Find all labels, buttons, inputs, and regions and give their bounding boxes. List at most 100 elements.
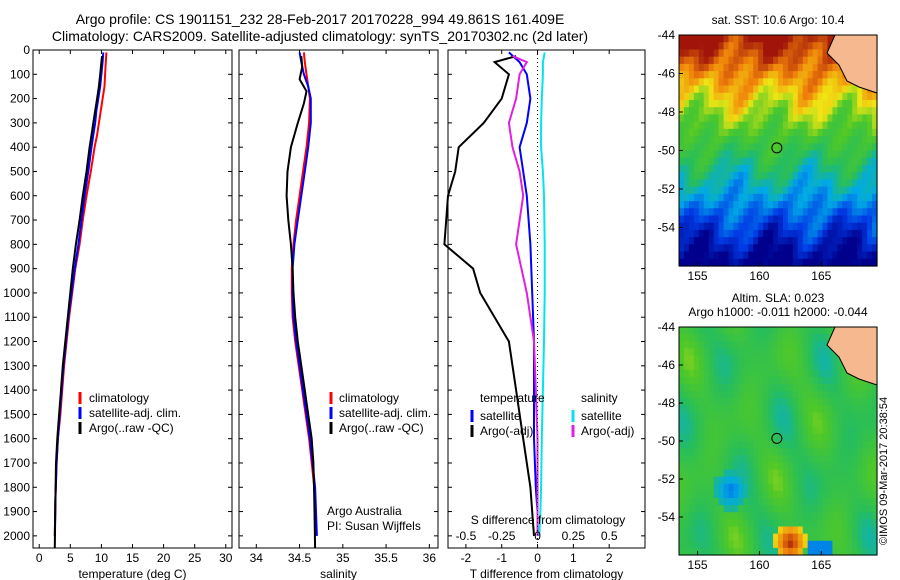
map-cell [703, 164, 710, 173]
map-cell [698, 258, 705, 267]
map-cell [862, 193, 868, 202]
map-cell [723, 150, 730, 159]
map-cell [792, 441, 799, 449]
map-cell [758, 208, 764, 217]
map-cell [862, 244, 868, 253]
map-cell [698, 398, 705, 406]
map-cell [797, 35, 804, 43]
map-cell [708, 237, 715, 245]
map-cell [728, 526, 735, 535]
map-cell [713, 412, 720, 421]
map-cell [867, 412, 873, 421]
map-cell [802, 362, 809, 371]
map-cell [787, 526, 794, 535]
map-cell [792, 157, 799, 166]
map-cell [693, 114, 700, 123]
map-cell [733, 136, 739, 144]
map-cell [807, 540, 814, 549]
map-cell [778, 462, 784, 471]
map-cell [753, 49, 759, 58]
map-cell [728, 114, 735, 123]
map-cell [802, 49, 809, 58]
map-cell [738, 547, 744, 556]
map-cell [758, 107, 764, 116]
map-cell [773, 519, 779, 528]
map-cell [867, 215, 873, 224]
map-cell [703, 327, 710, 335]
map-cell [827, 533, 834, 542]
map-cell [703, 136, 710, 144]
map-cell [787, 114, 794, 123]
map-cell [758, 143, 764, 152]
map-cell [832, 237, 838, 245]
map-cell [827, 362, 834, 371]
map-cell [733, 42, 739, 51]
map-cell [703, 251, 710, 260]
map-cell [812, 384, 819, 392]
map-cell [862, 384, 868, 392]
map-cell [688, 201, 695, 209]
map-cell [753, 355, 759, 364]
map-cell [679, 63, 685, 72]
map-cell [713, 244, 720, 253]
map-cell [822, 201, 829, 209]
map-cell [733, 99, 739, 108]
map-cell [723, 157, 730, 166]
map-cell [688, 448, 695, 456]
sst-map-title: sat. SST: 10.6 Argo: 10.4 [712, 13, 845, 27]
map-cell [802, 448, 809, 456]
map-cell [773, 441, 779, 449]
map-cell [842, 121, 848, 130]
map-cell [713, 376, 720, 385]
map-cell [802, 85, 809, 94]
y-tick-label: -44 [658, 28, 676, 42]
map-cell [857, 490, 863, 499]
map-cell [822, 505, 829, 513]
map-cell [857, 208, 863, 217]
map-cell [778, 540, 784, 549]
map-cell [773, 222, 779, 231]
map-cell [738, 455, 744, 463]
map-cell [713, 533, 720, 542]
map-cell [817, 229, 824, 238]
map-cell [698, 369, 705, 378]
map-cell [713, 455, 720, 463]
map-cell [713, 547, 720, 556]
map-cell [872, 526, 878, 535]
map-cell [688, 398, 695, 406]
map-cell [679, 341, 685, 349]
map-cell [852, 405, 858, 414]
map-cell [693, 334, 700, 342]
map-cell [782, 258, 789, 267]
map-cell [723, 547, 730, 556]
map-cell [703, 433, 710, 442]
map-cell [718, 150, 725, 159]
map-cell [787, 405, 794, 414]
map-cell [842, 469, 848, 478]
map-cell [688, 533, 695, 542]
map-cell [842, 405, 848, 414]
map-cell [862, 405, 868, 414]
map-cell [773, 490, 779, 499]
map-cell [792, 136, 799, 144]
map-cell [797, 201, 804, 209]
map-cell [698, 35, 705, 43]
map-cell [817, 384, 824, 392]
map-cell [723, 426, 730, 435]
map-cell [703, 172, 710, 180]
map-cell [683, 157, 690, 166]
map-cell [679, 433, 685, 442]
map-cell [753, 462, 759, 471]
map-cell [857, 512, 863, 520]
map-cell [738, 179, 744, 188]
map-cell [847, 244, 853, 253]
map-cell [852, 136, 858, 144]
map-cell [703, 35, 710, 43]
map-cell [778, 341, 784, 349]
map-cell [832, 172, 838, 180]
map-cell [792, 121, 799, 130]
map-cell [679, 519, 685, 528]
map-cell [797, 483, 804, 492]
map-cell [812, 208, 819, 217]
map-cell [822, 426, 829, 435]
